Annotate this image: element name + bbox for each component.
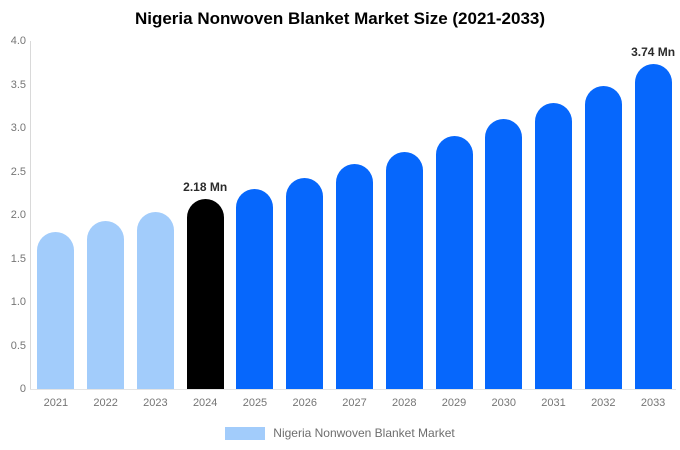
- y-axis-tick-label: 0.5: [10, 339, 26, 352]
- x-axis-baseline: [30, 389, 676, 390]
- bar-column-2028: [379, 41, 429, 389]
- bar-2031: [535, 102, 573, 389]
- x-axis-tick-label-2025: 2025: [242, 397, 268, 409]
- bar-column-2032: [578, 41, 628, 389]
- bar-2024: [186, 199, 224, 389]
- y-axis-tick-label: 1.5: [10, 252, 26, 265]
- y-axis-tick-label: 0: [19, 383, 26, 395]
- x-axis-tick-label-2023: 2023: [143, 397, 168, 409]
- x-axis: 2021 2022 2023 2024 2025 2026 2027 2028 2029 2030…: [31, 397, 678, 409]
- x-axis-tick-label-2031: 2031: [541, 397, 566, 409]
- x-axis-tick-label-2032: 2032: [591, 397, 616, 409]
- y-axis-tick-label: 4.0: [10, 35, 26, 47]
- legend-label: Nigeria Nonwoven Blanket Market: [273, 426, 455, 440]
- bar-2027: [335, 163, 373, 389]
- value-label-2033: 3.74 Mn: [631, 44, 676, 59]
- bar-column-2033: 3.74 Mn: [628, 41, 678, 389]
- x-axis-tick-label-2022: 2022: [93, 397, 118, 409]
- bar-column-2029: [429, 41, 479, 389]
- y-axis-tick-label: 3.0: [10, 122, 26, 134]
- y-axis-tick-label: 2.0: [10, 209, 26, 221]
- x-axis-tick-label-2026: 2026: [292, 397, 317, 409]
- y-axis-tick-label: 3.5: [10, 78, 26, 91]
- bar-2030: [485, 119, 523, 389]
- bar-column-2027: [330, 41, 380, 389]
- chart-title: Nigeria Nonwoven Blanket Market Size (20…: [134, 9, 546, 28]
- bar-2023: [136, 211, 174, 389]
- bar-2028: [385, 151, 423, 389]
- y-axis-line: [30, 41, 31, 389]
- bar-column-2026: [280, 41, 330, 389]
- bar-column-2024: 2.18 Mn: [180, 41, 230, 389]
- bar-column-2031: [529, 41, 579, 389]
- x-axis-tick-label-2028: 2028: [392, 397, 417, 409]
- x-axis-tick-label-2029: 2029: [441, 397, 467, 409]
- bar-column-2030: [479, 41, 529, 389]
- bar-column-2021: [31, 41, 81, 389]
- bar-2022: [87, 221, 125, 389]
- bar-2033: [634, 63, 672, 389]
- x-axis-tick-label-2027: 2027: [342, 397, 367, 409]
- x-axis-tick-label-2033: 2033: [640, 397, 666, 409]
- bar-column-2025: [230, 41, 280, 389]
- bar-2021: [37, 231, 75, 389]
- bar-2026: [286, 177, 324, 389]
- x-axis-tick-label-2030: 2030: [491, 397, 517, 409]
- legend-swatch: [225, 426, 266, 440]
- legend: Nigeria Nonwoven Blanket Market: [0, 426, 680, 440]
- x-axis-tick-label-2024: 2024: [192, 397, 218, 409]
- y-axis-tick-label: 2.5: [10, 165, 26, 178]
- bar-column-2022: [81, 41, 131, 389]
- value-label-2024: 2.18 Mn: [183, 180, 228, 195]
- bar-column-2023: [131, 41, 181, 389]
- bar-2029: [435, 135, 473, 389]
- bar-2032: [584, 86, 622, 389]
- plot-area: 2.18 Mn 3.74 Mn: [31, 41, 678, 389]
- bar-2025: [236, 188, 274, 389]
- x-axis-tick-label-2021: 2021: [43, 397, 69, 409]
- y-axis-tick-label: 1.0: [10, 296, 26, 308]
